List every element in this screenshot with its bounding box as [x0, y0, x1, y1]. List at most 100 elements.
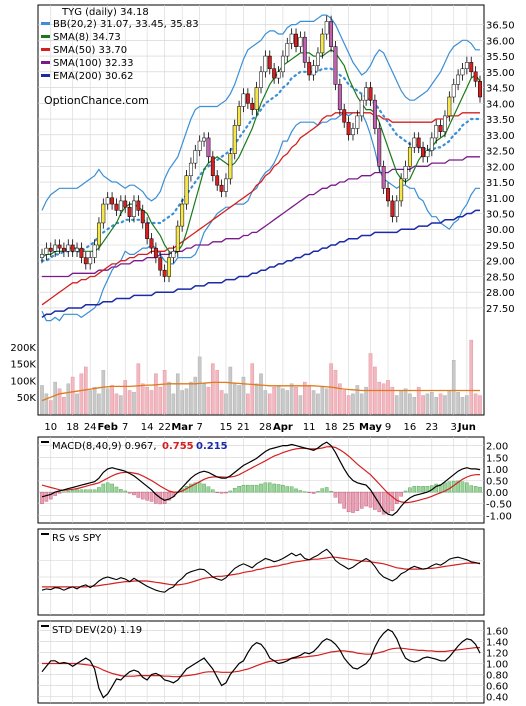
candle-body [167, 257, 171, 277]
volume-bar [219, 390, 224, 415]
stddev-y-tick-label: 0.40 [486, 693, 508, 704]
macd-histogram-bar [167, 491, 171, 501]
macd-histogram-bar [456, 480, 460, 493]
volume-bar [180, 390, 184, 415]
price-y-tick-label: 36.50 [486, 21, 515, 32]
volume-bar [167, 381, 171, 415]
macd-title: MACD(8,40,9) 0.967, [52, 441, 157, 452]
volume-bar [211, 363, 215, 415]
macd-histogram-bar [465, 482, 469, 493]
date-tick-label: 11 [303, 422, 316, 433]
volume-bar [197, 356, 202, 415]
candle-body [241, 93, 246, 107]
stddev-panel: STD DEV(20) 1.19 1.601.401.201.000.800.6… [37, 620, 508, 704]
volume-bars [40, 339, 482, 415]
date-tick-label: 18 [66, 422, 79, 433]
price-y-axis-ticks: 36.50 36.00 35.50 35.00 34.50 34.00 33.50 33.00… [486, 21, 515, 315]
volume-bar [228, 366, 233, 415]
rs-title: RS vs SPY [52, 533, 102, 544]
volume-bar [469, 339, 474, 415]
volume-bar [267, 393, 272, 415]
candle-body [272, 68, 277, 79]
macd-histogram-bar [364, 491, 368, 507]
candle-body [329, 21, 334, 47]
date-tick-label: 14 [141, 422, 154, 433]
candle-body [79, 247, 84, 258]
volume-y-tick-label: 150K [10, 360, 36, 371]
macd-histogram-bar [127, 491, 132, 494]
macd-line [41, 441, 481, 517]
candle-body [359, 99, 364, 117]
macd-histogram-bar [79, 489, 84, 493]
volume-bar [473, 393, 478, 415]
candle-body [456, 74, 461, 85]
macd-histogram-bar [333, 491, 338, 498]
date-tick-label: Apr [273, 422, 293, 433]
volume-bar [250, 363, 255, 415]
candle-body [215, 175, 220, 186]
macd-histogram-bar [478, 486, 482, 493]
volume-bar [263, 390, 268, 415]
candle-body [188, 162, 193, 176]
candle-body [447, 96, 452, 117]
volume-bar [75, 393, 79, 415]
stddev-y-tick-label: 1.00 [486, 660, 508, 671]
macd-histogram-bar [320, 488, 325, 493]
macd-legend-swatch [41, 441, 49, 443]
macd-histogram-bar [355, 491, 360, 511]
macd-histogram-bar [324, 487, 329, 493]
candle-body [399, 178, 404, 202]
candle-body [438, 125, 443, 132]
volume-bar [403, 388, 408, 415]
macd-histogram-bar [145, 491, 149, 501]
volume-bar [123, 380, 128, 415]
candle-body [368, 87, 373, 101]
stddev-y-tick-label: 1.40 [486, 638, 508, 649]
date-tick-label: 15 [220, 422, 233, 433]
macd-histogram-bar [206, 486, 211, 493]
legend-sma8: SMA(8) 34.73 [53, 32, 121, 43]
volume-bar [294, 386, 298, 415]
legend-swatch-bb [41, 22, 50, 25]
volume-moving-average-line [41, 381, 480, 402]
macd-histogram-bar [267, 482, 272, 493]
candle-body [460, 68, 465, 76]
macd-histogram-bar [421, 486, 425, 493]
candle-body [114, 203, 119, 211]
volume-bar [57, 388, 62, 415]
candle-body [478, 81, 482, 98]
date-tick-label: Jun [457, 422, 476, 433]
volume-bar [62, 397, 66, 415]
volume-bar [364, 386, 368, 415]
volume-bar [394, 395, 399, 415]
macd-y-tick-label: 2.00 [486, 442, 508, 453]
candle-body [276, 71, 281, 79]
volume-bar [215, 370, 220, 415]
rs-panel-frame [37, 528, 485, 616]
volume-bar [53, 381, 57, 415]
price-y-tick-label: 30.50 [486, 210, 515, 221]
date-tick-label: 7 [122, 422, 128, 433]
candle-body [140, 210, 145, 224]
price-y-tick-label: 27.50 [486, 304, 515, 315]
candle-body [145, 222, 150, 239]
volume-bar [44, 393, 49, 415]
volume-bar [408, 393, 412, 415]
volume-bar [66, 383, 71, 415]
candle-body [193, 150, 198, 164]
macd-histogram-bar [123, 490, 128, 493]
macd-histogram-bar [359, 491, 364, 509]
volume-bar [338, 383, 342, 415]
candle-body [464, 62, 469, 69]
candle-body [280, 55, 285, 73]
volume-bar [307, 385, 311, 415]
macd-histogram-bar [44, 491, 49, 502]
stddev-y-tick-label: 0.60 [486, 682, 508, 693]
stddev-moving-average-line [42, 647, 480, 678]
macd-histogram-bar [88, 489, 92, 493]
candle-body [219, 184, 224, 192]
volume-bar [132, 391, 136, 415]
candle-body [61, 247, 66, 252]
candle-body [250, 103, 255, 110]
